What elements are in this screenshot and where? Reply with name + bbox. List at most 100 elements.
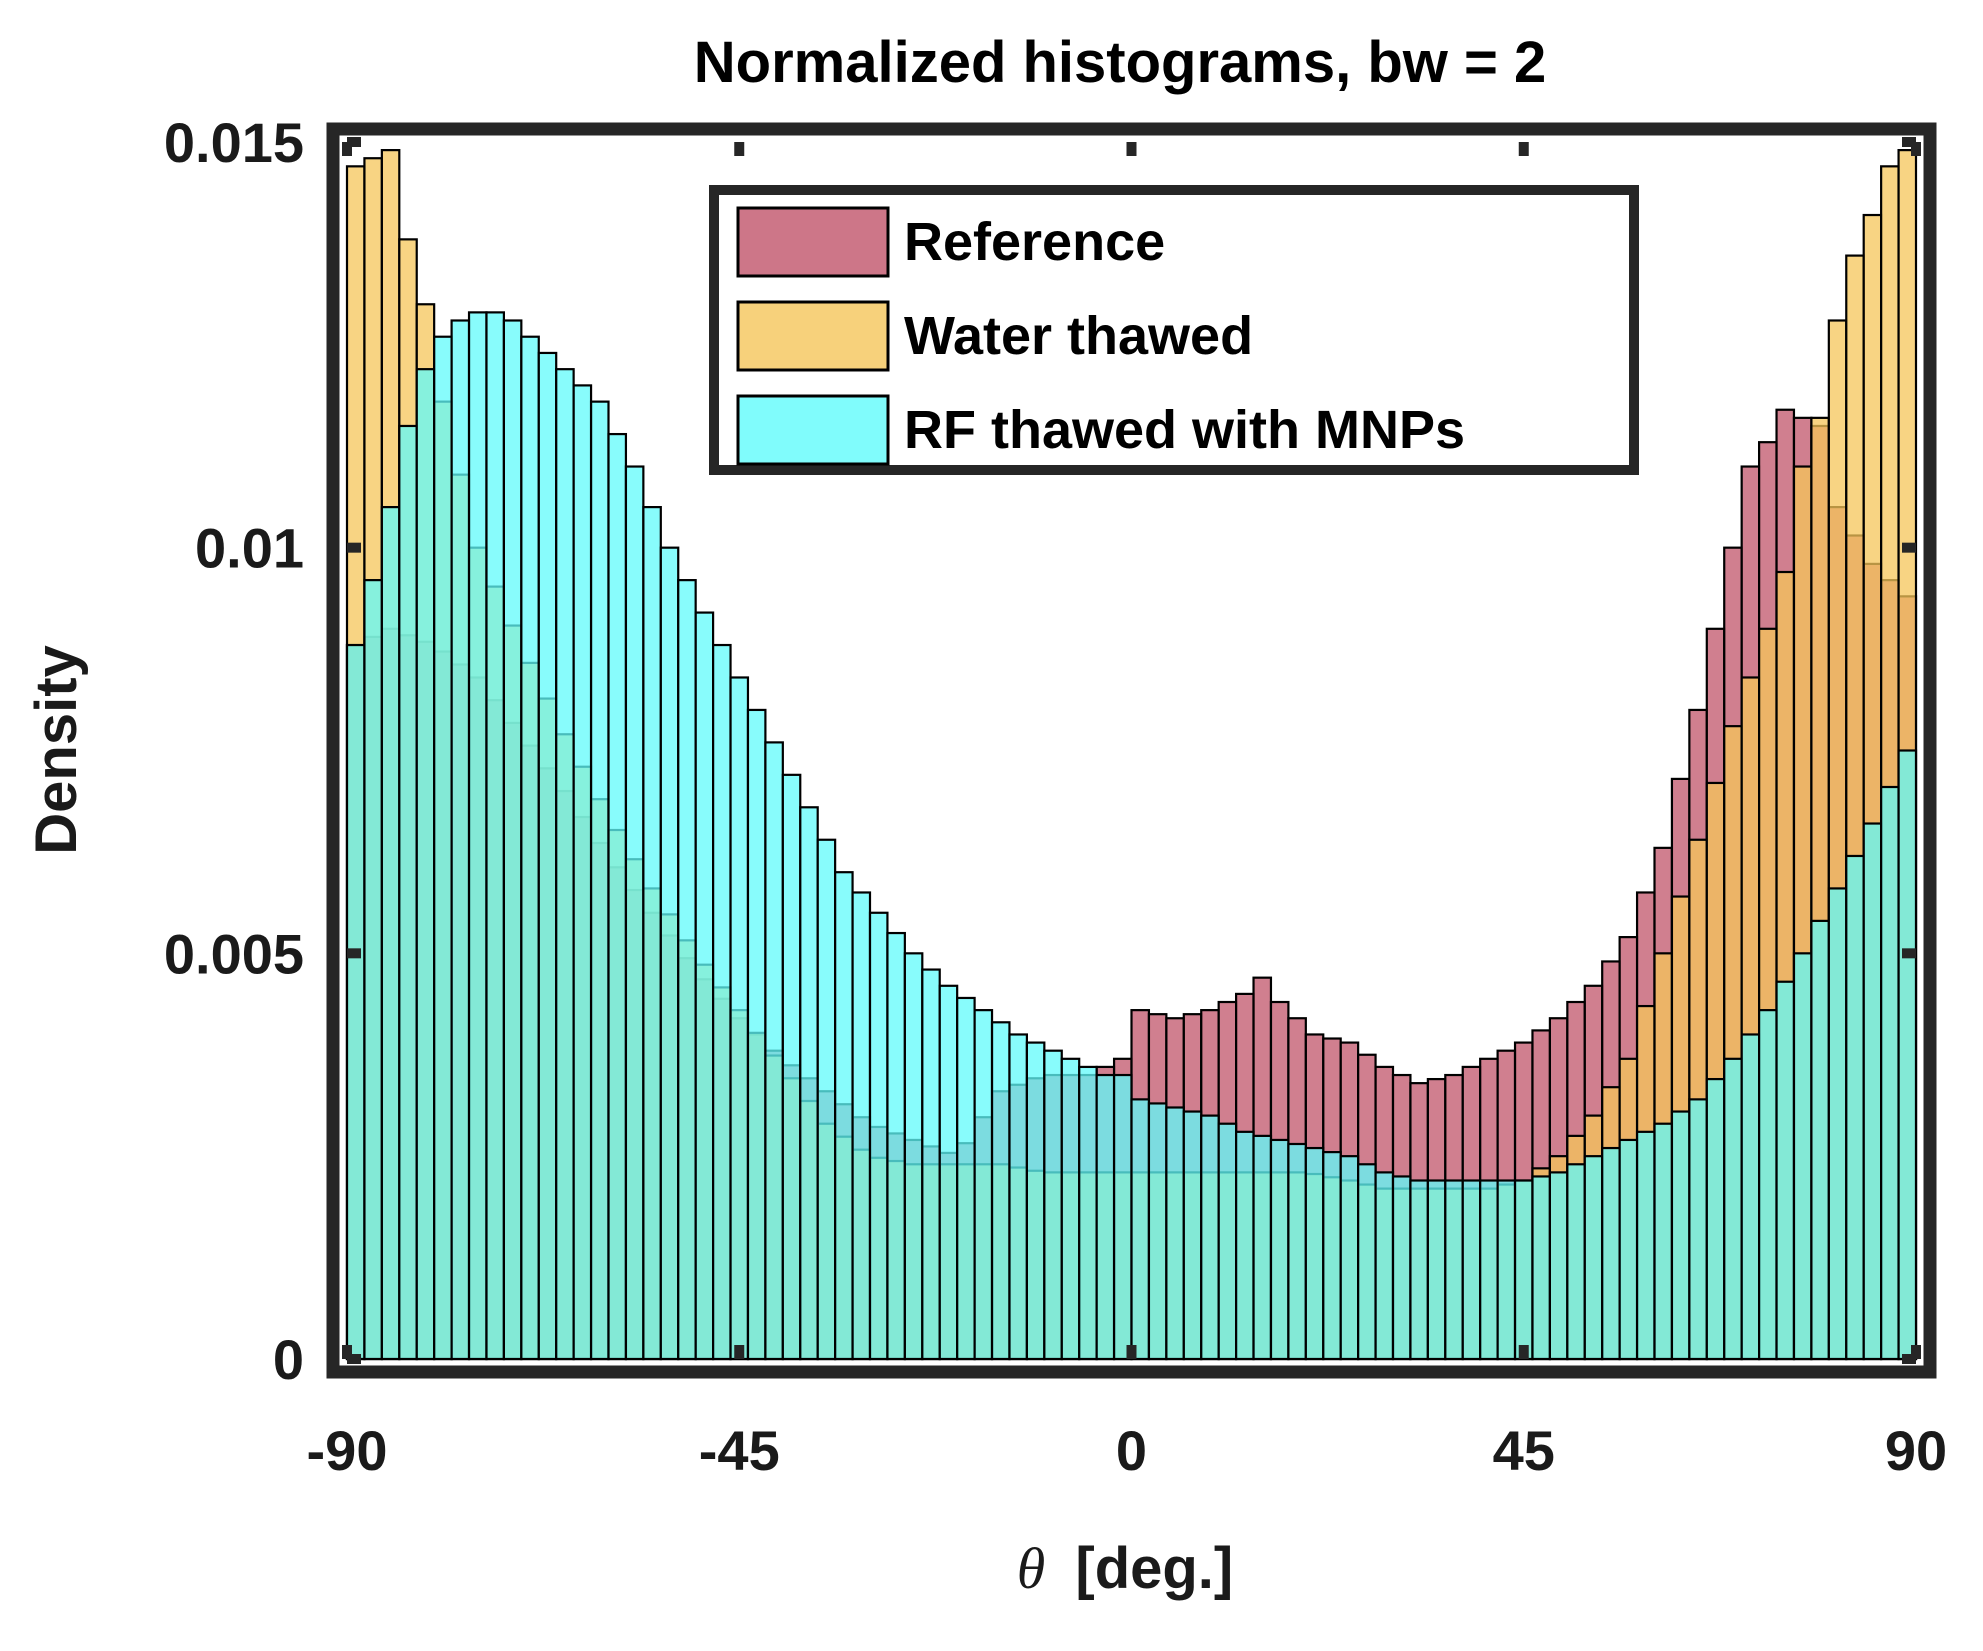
bar (1200, 1114, 1220, 1361)
bar (973, 1009, 994, 1361)
bar (1357, 1163, 1377, 1361)
bar (1444, 1179, 1464, 1361)
bar (380, 506, 401, 1361)
bar (764, 741, 784, 1361)
bar (1566, 1163, 1586, 1361)
legend-swatch-reference (736, 206, 890, 278)
bar (1531, 1175, 1551, 1361)
series-rf-thawed-with-mnps (345, 311, 1918, 1361)
bar (1862, 822, 1883, 1361)
legend-swatch-water-thawed (736, 300, 890, 372)
bar (1095, 1073, 1116, 1361)
bar (694, 611, 715, 1361)
bar (520, 335, 540, 1361)
bar (781, 773, 802, 1361)
bar (834, 871, 854, 1361)
bar (1688, 1098, 1708, 1361)
y-tick-label: 0.01 (195, 517, 304, 580)
bar (363, 579, 383, 1361)
bar (1827, 887, 1848, 1361)
bar (851, 891, 872, 1361)
bar (1060, 1057, 1081, 1361)
bar (1147, 1102, 1168, 1361)
x-tick-label: 45 (1493, 1419, 1555, 1482)
plot-frame (326, 122, 1937, 1379)
legend: Reference Water thawed RF thawed with MN… (709, 185, 1639, 475)
bar (1287, 1142, 1307, 1361)
bar (485, 311, 506, 1361)
bar (1601, 1146, 1621, 1361)
bar (1252, 1134, 1273, 1361)
x-tick-label: 0 (1116, 1419, 1147, 1482)
bar (1234, 1130, 1255, 1361)
chart-title: Normalized histograms, bw = 2 (694, 30, 1547, 95)
x-tick-label: -90 (307, 1419, 388, 1482)
bar (415, 368, 436, 1361)
bar (1078, 1065, 1098, 1361)
bar (868, 911, 889, 1361)
bar (938, 984, 959, 1361)
bar (921, 968, 941, 1361)
bar (1653, 1122, 1674, 1361)
bar (1182, 1110, 1203, 1361)
x-tick-label: -45 (699, 1419, 780, 1482)
bar (1269, 1138, 1290, 1361)
bar (1112, 1073, 1133, 1361)
bar (1583, 1155, 1604, 1361)
bar (537, 351, 558, 1361)
x-axis-label: θ [deg.] (1017, 1536, 1233, 1601)
y-tick-label: 0.005 (164, 922, 304, 985)
bar (886, 931, 906, 1361)
bar (345, 643, 366, 1361)
bar (990, 1021, 1011, 1361)
bar (1723, 1057, 1743, 1361)
bar (659, 546, 680, 1361)
bar (1130, 1098, 1151, 1361)
bar (572, 384, 593, 1361)
bar (1339, 1155, 1360, 1361)
bar (607, 432, 628, 1361)
bar (1496, 1179, 1517, 1361)
bar (467, 311, 488, 1361)
bar (642, 506, 662, 1361)
legend-label-rf-thawed: RF thawed with MNPs (904, 400, 1465, 460)
bar (677, 579, 697, 1361)
x-axis-label-unit: [deg.] (1075, 1536, 1233, 1601)
bar (502, 319, 523, 1361)
bar (1461, 1179, 1482, 1361)
bar (1792, 952, 1813, 1361)
bar (1740, 1033, 1761, 1361)
bar (624, 465, 645, 1361)
bar (1757, 1009, 1778, 1361)
bar (1426, 1179, 1447, 1361)
bar (1810, 919, 1830, 1361)
bar (1322, 1151, 1342, 1361)
bar (1635, 1130, 1656, 1361)
bar (711, 643, 732, 1361)
y-axis-label: Density (24, 645, 89, 855)
bar (1513, 1179, 1534, 1361)
ticks-layer: -90 -45 0 45 90 0 0.005 0.01 0.015 (164, 111, 1947, 1482)
bar (1217, 1122, 1238, 1361)
bar (1374, 1171, 1395, 1361)
bar (589, 400, 610, 1361)
bars-layer (345, 149, 1918, 1361)
bar (1409, 1179, 1429, 1361)
legend-label-water-thawed: Water thawed (904, 306, 1253, 366)
bar (746, 708, 767, 1361)
x-tick-label: 90 (1885, 1419, 1947, 1482)
bar (1548, 1171, 1569, 1361)
bar (1479, 1179, 1499, 1361)
bar (1897, 749, 1918, 1361)
bar (398, 424, 418, 1361)
bar (1880, 785, 1900, 1361)
bar (1670, 1110, 1691, 1361)
bar (1043, 1049, 1063, 1361)
bar (729, 676, 750, 1361)
legend-label-reference: Reference (904, 212, 1165, 272)
bar (816, 838, 837, 1361)
bar (555, 368, 575, 1361)
bar (799, 806, 819, 1361)
bar (1618, 1138, 1639, 1361)
